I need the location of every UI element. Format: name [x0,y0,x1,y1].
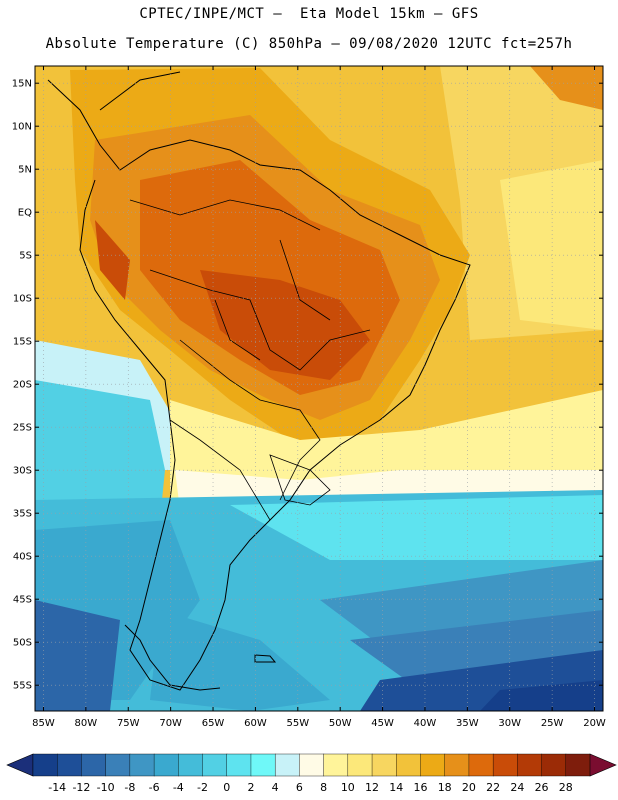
lat-label: 25S [13,423,32,434]
lon-label: 80W [75,718,98,729]
colorbar-swatch [420,753,446,777]
lon-label: 65W [202,718,225,729]
colorbar-label: 4 [272,781,279,794]
lat-label: 5S [19,251,32,262]
colorbar-swatch [299,753,325,777]
colorbar-label: 12 [365,781,379,794]
lon-label: 30W [498,718,521,729]
colorbar-label: 8 [320,781,327,794]
lat-label: 35S [13,509,32,520]
lon-label: 20W [583,718,606,729]
lat-label: 30S [13,466,32,477]
colorbar-label: 20 [462,781,476,794]
colorbar-label: 18 [438,781,452,794]
colorbar-label: 24 [510,781,524,794]
lon-label: 50W [329,718,352,729]
colorbar-swatch [226,753,252,777]
title-line-1: CPTEC/INPE/MCT – Eta Model 15km – GFS [139,6,479,22]
graticule [35,66,603,711]
lat-label: 5N [18,165,32,176]
lat-label: 10S [13,294,32,305]
colorbar-swatch [517,753,543,777]
colorbar-label: 28 [559,781,573,794]
lat-label: 15N [12,79,32,90]
colorbar-swatch [57,753,82,777]
colorbar-swatch [81,753,107,777]
colorbar-swatch [250,753,276,777]
colorbar-arrow-left [6,753,34,777]
colorbar-swatch [492,753,518,777]
colorbar-label: -10 [97,781,115,794]
colorbar-label: 26 [535,781,549,794]
colorbar-swatch [541,753,567,777]
colorbar-label: -8 [124,781,135,794]
lat-label: 40S [13,552,32,563]
colorbar-label: 0 [223,781,230,794]
colorbar-swatch [105,753,131,777]
country-borders [129,199,371,521]
colorbar-swatch [371,753,397,777]
colorbar-swatch [153,753,179,777]
map-frame [34,65,604,712]
lat-label: 20S [13,380,32,391]
colorbar-label: -4 [173,781,184,794]
colorbar [6,753,617,777]
lon-label: 35W [456,718,479,729]
colorbar-swatch [129,753,155,777]
colorbar-swatch [274,753,300,777]
lon-label: 85W [32,718,55,729]
colorbar-label: 16 [413,781,427,794]
colorbar-swatch [347,753,373,777]
colorbar-label: 10 [341,781,355,794]
longitude-labels: 85W 80W 75W 70W 65W 60W 55W 50W 45W 40W 35W 30W 25W 2… [32,718,606,729]
colorbar-label: -6 [149,781,160,794]
lat-label: 45S [13,595,32,606]
lon-label: 60W [244,718,267,729]
lon-label: 75W [117,718,140,729]
lat-label: 10N [12,122,32,133]
colorbar-label: 14 [389,781,403,794]
lat-label: 50S [13,638,32,649]
colorbar-swatch [565,753,591,777]
colorbar-label: -12 [72,781,90,794]
axis-ticks [35,66,603,711]
lat-label: 55S [13,681,32,692]
colorbar-swatch [178,753,204,777]
latitude-labels: 15N 10N 5N EQ 5S 10S 15S 20S 25S 30S 35S 40S 45S 50S 5… [12,79,32,692]
colorbar-label: 2 [247,781,254,794]
temperature-field [35,66,603,711]
colorbar-swatch [468,753,494,777]
title-line-2: Absolute Temperature (C) 850hPa – 09/08/… [45,36,573,52]
colorbar-swatch [396,753,421,777]
lon-label: 40W [414,718,437,729]
colorbar-labels: -14 -12 -10 -8 -6 -4 -2 0 2 4 6 8 10 12 14 16 18 20 22 24 26… [48,781,573,794]
lat-label: EQ [18,208,32,219]
lon-label: 55W [286,718,309,729]
colorbar-swatch [444,753,470,777]
lat-label: 15S [13,337,32,348]
colorbar-swatch [32,753,58,777]
colorbar-arrow-right [589,753,617,777]
colorbar-label: 22 [486,781,500,794]
colorbar-label: 6 [296,781,303,794]
colorbar-label: -2 [197,781,208,794]
colorbar-swatch [202,753,228,777]
lon-label: 25W [541,718,564,729]
colorbar-label: -14 [48,781,66,794]
lon-label: 70W [159,718,182,729]
colorbar-swatch [323,753,349,777]
lon-label: 45W [371,718,394,729]
